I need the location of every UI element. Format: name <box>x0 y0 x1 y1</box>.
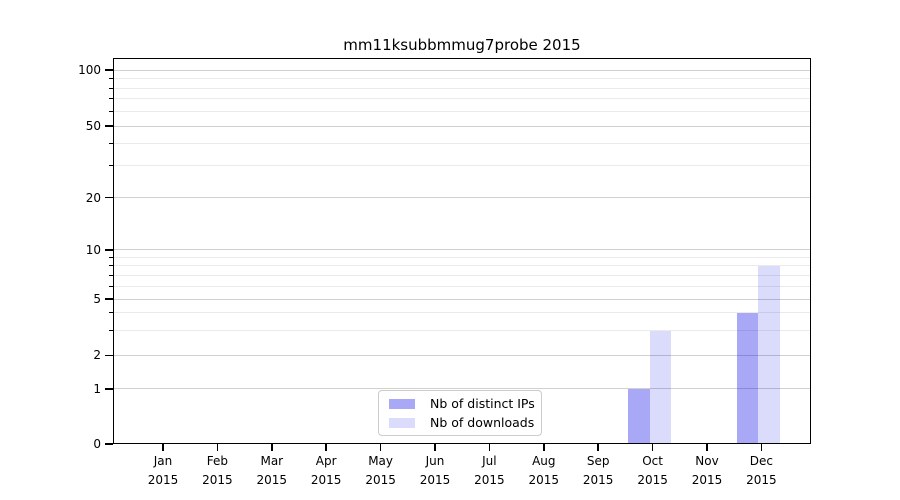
gridline-major <box>113 354 811 356</box>
y-axis-minor-tick <box>109 274 113 276</box>
gridline-major <box>113 125 811 127</box>
gridline-minor <box>113 87 811 89</box>
bar-downloads <box>649 330 672 444</box>
x-axis-tick <box>271 444 273 451</box>
gridline-minor <box>113 285 811 287</box>
y-axis-minor-tick <box>109 142 113 144</box>
legend-entry: Nb of distinct IPs <box>389 394 535 413</box>
x-axis-tick <box>543 444 545 451</box>
x-axis-tick-label: Jun 2015 <box>419 454 451 487</box>
gridline-major <box>113 298 811 300</box>
y-axis-minor-tick <box>109 330 113 331</box>
gridline-minor <box>113 165 811 167</box>
y-axis-tick <box>105 298 113 300</box>
legend-entry: Nb of downloads <box>389 413 535 432</box>
y-axis-minor-tick <box>109 98 113 100</box>
y-axis-tick-label: 2 <box>93 348 101 363</box>
y-axis-minor-tick <box>109 256 113 258</box>
gridline-minor <box>113 274 811 276</box>
x-axis-tick-label: Sep 2015 <box>582 454 614 487</box>
y-axis-tick <box>105 69 113 71</box>
chart-title: mm11ksubbmmug7probe 2015 <box>343 36 581 54</box>
x-axis-tick-label: Aug 2015 <box>528 454 560 487</box>
x-axis-tick <box>379 444 382 451</box>
x-axis-tick-label: Oct 2015 <box>637 454 668 487</box>
gridline-minor <box>113 265 811 267</box>
y-axis-minor-tick <box>109 285 113 287</box>
y-axis-tick <box>105 354 113 357</box>
x-axis-tick-label: May 2015 <box>365 454 396 487</box>
legend: Nb of distinct IPs Nb of downloads <box>378 390 542 436</box>
gridline-minor <box>113 78 811 80</box>
y-axis-minor-tick <box>109 78 113 80</box>
y-axis-tick <box>105 249 113 251</box>
legend-label: Nb of downloads <box>430 415 535 430</box>
gridline-minor <box>113 312 811 314</box>
x-axis-tick-label: Jul 2015 <box>474 454 505 487</box>
x-axis-tick-label: Nov 2015 <box>691 454 723 487</box>
x-axis-tick <box>706 444 708 451</box>
y-axis-tick-label: 20 <box>85 190 101 205</box>
y-axis-tick <box>105 388 113 390</box>
x-axis-tick <box>488 444 491 451</box>
y-axis-tick-label: 10 <box>85 242 101 257</box>
gridline-minor <box>113 256 811 258</box>
y-axis-tick-label: 50 <box>85 119 101 133</box>
gridline-minor <box>113 330 811 331</box>
y-axis-tick-label: 0 <box>93 437 101 451</box>
gridline-major <box>113 69 811 71</box>
y-axis-tick-label: 5 <box>93 292 101 307</box>
y-axis-minor-tick <box>109 165 113 167</box>
x-axis-tick <box>325 444 327 451</box>
gridline-major <box>113 388 811 390</box>
x-axis-tick-label: Dec 2015 <box>746 454 777 487</box>
plot-area: Nb of distinct IPs Nb of downloads 0 1 2 5 10… <box>78 58 811 487</box>
y-axis-tick <box>105 196 113 199</box>
bar-distinct-ips <box>736 312 759 444</box>
x-axis-tick <box>162 444 164 451</box>
legend-swatch-icon <box>389 417 415 428</box>
x-axis-tick <box>760 444 763 451</box>
x-axis-tick <box>597 444 599 451</box>
bar-downloads <box>758 265 780 444</box>
y-axis-minor-tick <box>109 87 113 89</box>
legend-swatch-icon <box>389 398 415 409</box>
x-axis-tick-label: Jan 2015 <box>147 454 179 487</box>
x-axis-tick-label: Apr 2015 <box>310 454 342 487</box>
gridline-minor <box>113 98 811 100</box>
gridline-major <box>113 197 811 199</box>
y-axis-tick <box>105 443 113 445</box>
y-axis-minor-tick <box>109 312 113 314</box>
x-axis-tick <box>216 444 219 451</box>
gridline-minor <box>113 110 811 112</box>
y-axis-tick <box>105 125 113 127</box>
y-axis-tick-label: 100 <box>78 63 101 77</box>
gridline-minor <box>113 142 811 144</box>
plot-frame <box>113 58 811 444</box>
bar-distinct-ips <box>628 389 650 444</box>
y-axis-tick-label: 1 <box>93 381 101 396</box>
x-axis-tick-label: Feb 2015 <box>202 454 233 487</box>
legend-label: Nb of distinct IPs <box>430 396 535 411</box>
y-axis-minor-tick <box>109 110 113 112</box>
x-axis-tick <box>434 444 436 451</box>
gridline-major <box>113 249 811 251</box>
x-axis-tick <box>651 444 654 451</box>
y-axis-minor-tick <box>109 265 113 267</box>
x-axis-tick-label: Mar 2015 <box>256 454 288 487</box>
